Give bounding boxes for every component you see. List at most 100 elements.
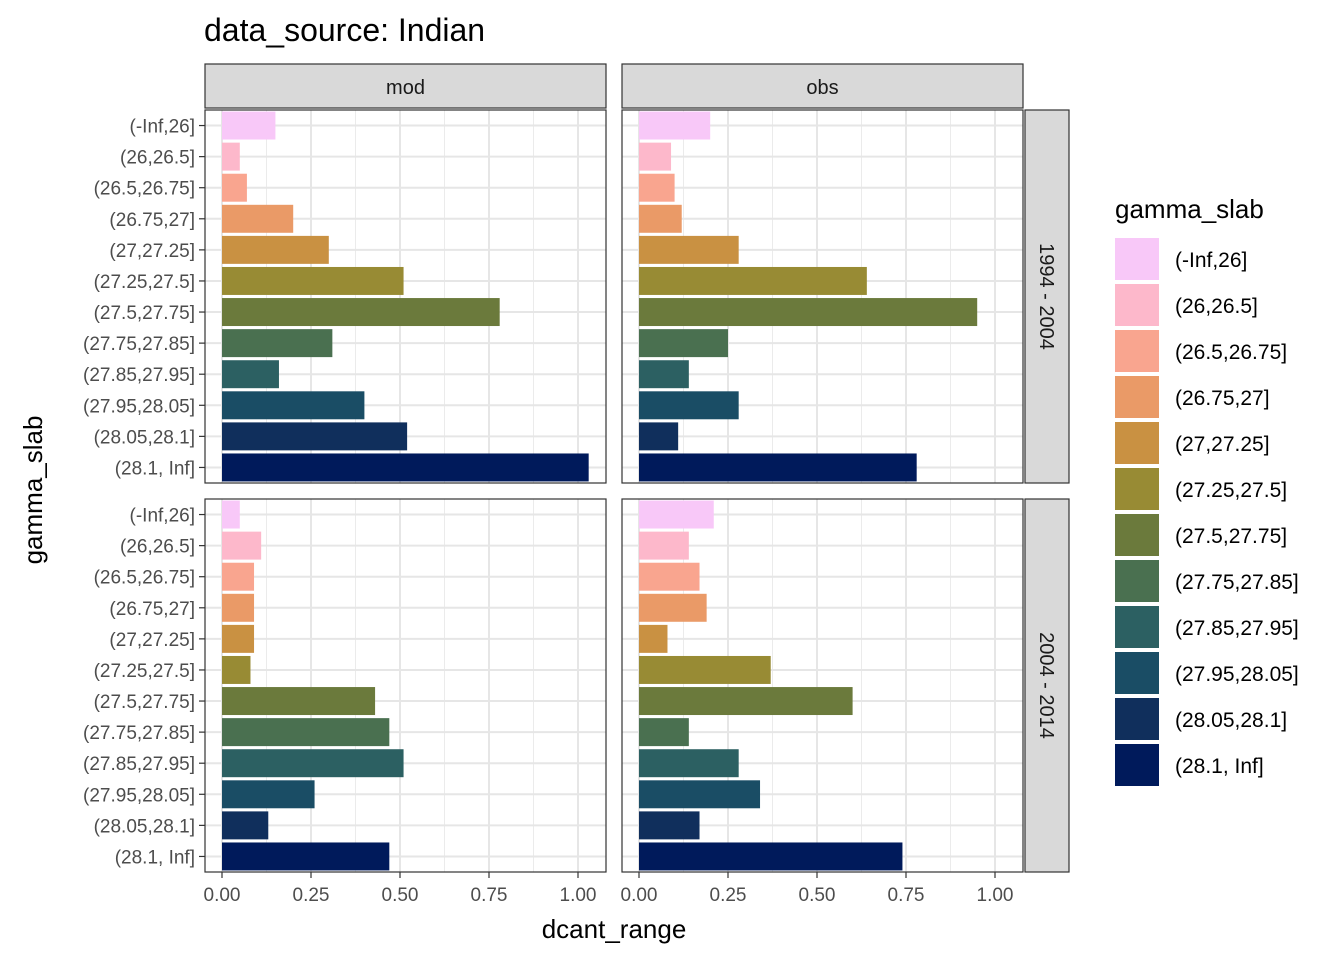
bar-3	[222, 562, 255, 591]
y-tick-label: (27.25,27.5]	[94, 272, 195, 293]
bar-1	[639, 111, 711, 140]
panel-obs-row-1	[621, 109, 1024, 484]
legend-swatch	[1115, 514, 1159, 556]
legend-item-10: (27.95,28.05]	[1115, 652, 1299, 694]
bar-11	[639, 422, 679, 451]
y-tick-label: (27.5,27.75]	[94, 303, 195, 324]
bar-8	[639, 329, 728, 358]
legend-swatch	[1115, 238, 1159, 280]
legend-label: (27,27.25]	[1175, 433, 1270, 456]
legend-item-11: (28.05,28.1]	[1115, 698, 1287, 740]
y-tick-label: (27.75,27.85]	[83, 723, 195, 744]
y-tick-label: (28.1, Inf]	[115, 847, 195, 868]
panel-background	[205, 499, 606, 872]
y-tick-label: (27.95,28.05]	[83, 396, 195, 417]
bar-2	[639, 531, 689, 560]
bar-4	[222, 593, 255, 622]
legend-swatch	[1115, 284, 1159, 326]
y-tick-label: (-Inf,26]	[130, 506, 195, 527]
y-tick-label: (26.5,26.75]	[94, 179, 195, 200]
bar-9	[222, 749, 404, 778]
panel-border	[621, 498, 1024, 873]
facet-strip-row-2: 2004 - 2014	[1024, 498, 1070, 873]
legend-label: (26,26.5]	[1175, 295, 1258, 318]
bar-2	[222, 142, 240, 171]
bar-12	[222, 842, 390, 871]
legend-item-6: (27.25,27.5]	[1115, 468, 1287, 510]
bar-5	[639, 624, 668, 653]
y-tick-label: (27,27.25]	[109, 630, 195, 651]
bar-6	[222, 655, 251, 684]
y-tick-label: (27.85,27.95]	[83, 365, 195, 386]
bar-10	[222, 391, 365, 420]
bar-6	[222, 266, 404, 295]
y-tick-label: (26.5,26.75]	[94, 568, 195, 589]
bar-2	[222, 531, 262, 560]
y-tick-label: (28.05,28.1]	[94, 816, 195, 837]
x-tick-label: 0.75	[888, 885, 925, 906]
y-tick-label: (27.85,27.95]	[83, 754, 195, 775]
legend-item-1: (-Inf,26]	[1115, 238, 1247, 280]
bar-7	[639, 687, 853, 716]
bar-9	[222, 360, 279, 389]
x-tick-label: 0.50	[799, 885, 836, 906]
strip-label: obs	[806, 77, 838, 99]
strip-background	[621, 63, 1024, 109]
bar-1	[222, 111, 276, 140]
bar-4	[639, 593, 707, 622]
chart-title: data_source: Indian	[204, 12, 485, 48]
y-axis-row-1: (-Inf,26] (26,26.5] (26.5,26.75] (26.75,27]…	[83, 117, 205, 479]
panel-border	[621, 109, 1024, 484]
legend-item-7: (27.5,27.75]	[1115, 514, 1287, 556]
facet-strip-obs: obs	[621, 63, 1024, 109]
legend-title: gamma_slab	[1115, 194, 1264, 224]
bar-8	[222, 329, 333, 358]
legend-item-4: (26.75,27]	[1115, 376, 1270, 418]
bar-6	[639, 266, 867, 295]
legend-item-3: (26.5,26.75]	[1115, 330, 1287, 372]
legend-label: (26.5,26.75]	[1175, 341, 1287, 364]
strip-label: mod	[386, 77, 425, 99]
x-tick-label: 0.25	[710, 885, 747, 906]
bar-4	[639, 204, 682, 233]
bar-12	[639, 842, 903, 871]
bar-2	[639, 142, 672, 171]
legend-label: (27.75,27.85]	[1175, 571, 1299, 594]
legend-item-12: (28.1, Inf]	[1115, 744, 1264, 786]
bar-9	[639, 749, 739, 778]
legend-label: (27.25,27.5]	[1175, 479, 1287, 502]
y-tick-label: (27,27.25]	[109, 241, 195, 262]
panels: mod obs 1994 - 2004 2004 - 2014 (-Inf,26] (26…	[83, 63, 1070, 906]
y-tick-label: (27.95,28.05]	[83, 785, 195, 806]
bar-5	[222, 624, 255, 653]
x-tick-label: 1.00	[560, 885, 597, 906]
strip-label: 1994 - 2004	[1035, 243, 1057, 350]
bar-11	[639, 811, 700, 840]
legend-label: (26.75,27]	[1175, 387, 1270, 410]
x-axis-mod: 0.00 0.25 0.50 0.75 1.00	[204, 872, 597, 906]
bar-3	[639, 173, 675, 202]
panel-mod-row-1	[204, 109, 607, 484]
y-tick-label: (26,26.5]	[120, 537, 195, 558]
legend-swatch	[1115, 652, 1159, 694]
strip-background	[204, 63, 607, 109]
legend-swatch	[1115, 744, 1159, 786]
legend-label: (-Inf,26]	[1175, 249, 1247, 272]
bar-1	[639, 500, 714, 529]
legend-swatch	[1115, 376, 1159, 418]
bar-1	[222, 500, 240, 529]
bar-11	[222, 422, 408, 451]
y-tick-label: (27.5,27.75]	[94, 692, 195, 713]
legend-label: (28.05,28.1]	[1175, 709, 1287, 732]
y-tick-label: (28.1, Inf]	[115, 458, 195, 479]
legend-label: (27.5,27.75]	[1175, 525, 1287, 548]
y-tick-label: (28.05,28.1]	[94, 427, 195, 448]
y-tick-label: (26.75,27]	[109, 210, 195, 231]
x-tick-label: 1.00	[977, 885, 1014, 906]
x-tick-label: 0.50	[382, 885, 419, 906]
x-tick-label: 0.00	[204, 885, 241, 906]
x-tick-label: 0.00	[621, 885, 658, 906]
bar-10	[222, 780, 315, 809]
bar-3	[222, 173, 247, 202]
bar-8	[222, 718, 390, 747]
